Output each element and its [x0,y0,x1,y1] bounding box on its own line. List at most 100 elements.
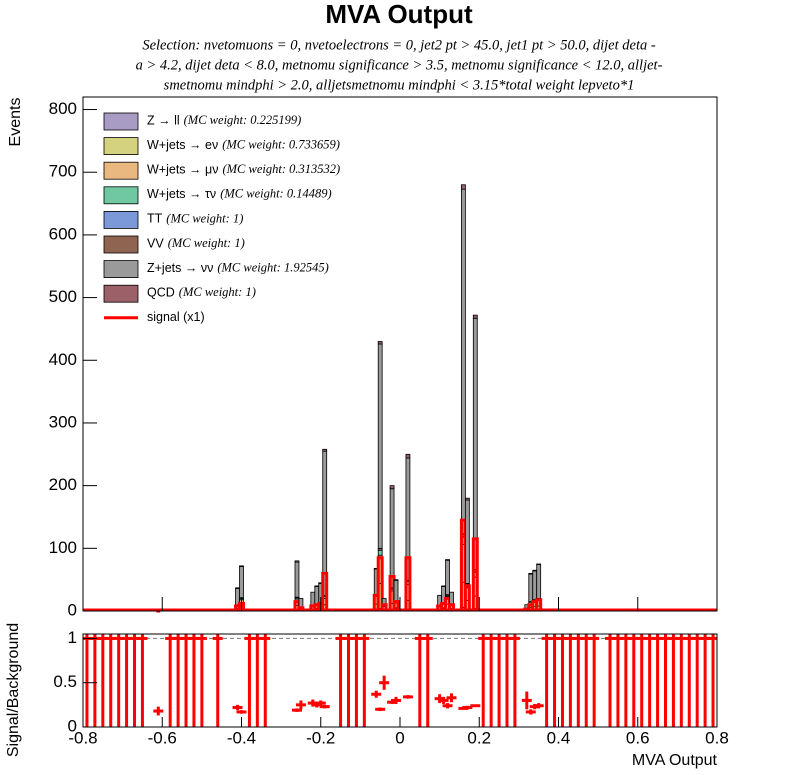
legend-swatch [103,112,139,131]
bar-segment [532,570,538,601]
x-tick-label: 0.4 [547,728,571,747]
y-tick-label: 100 [49,538,77,557]
y-tick-label: 0 [68,600,77,619]
legend-label: W+jets → eν [147,138,218,152]
bar-segment [472,317,478,571]
bar-segment [461,188,466,535]
subtitle: smetnomu mindphi > 2.0, alljetsmetnomu m… [164,77,635,93]
subtitle: Selection: nvetomuons = 0, nvetoelectron… [142,37,656,53]
bar-segment [322,448,328,452]
legend-label: W+jets → τν [147,187,216,201]
frame [82,96,718,612]
legend-label: VV [147,236,164,250]
bar-segment [393,579,399,581]
x-tick-label: -0.6 [148,728,177,747]
signal-bin [471,537,479,611]
frame [82,633,718,728]
legend-label: W+jets → μν [147,162,218,176]
signal-bin [321,571,329,611]
signal-bin [535,598,543,611]
y-tick-label: 0.5 [53,672,77,691]
bar-segment [294,561,300,598]
y-tick-label: 600 [49,224,77,243]
signal-bin [380,603,388,611]
x-tick-label: -0.2 [306,728,335,747]
signal-bin [463,584,471,611]
bar-segment [461,184,466,190]
axes: 0 100 200 300 400 500 600 700 800 0 0.5 1 -0.8 -0.6 -0… [49,99,729,747]
bar-segment [464,497,470,501]
legend-swatch [103,137,139,156]
ratio-plot [83,634,717,727]
y-tick-label: 800 [49,99,77,118]
bar-segment [389,485,395,490]
legend-note: (MC weight: 1) [179,285,256,299]
x-tick-label: 0.8 [705,728,729,747]
x-tick-label: -0.4 [227,728,256,747]
x-tick-label: 0.2 [467,728,491,747]
bar-segment [294,560,300,563]
legend-swatch [103,235,139,254]
bar-segment [445,559,450,561]
bar-segment [532,569,538,572]
signal-bin [376,556,384,611]
legend-swatch [103,284,139,303]
bar-segment [464,499,470,584]
legend-label: Z → ll [147,113,180,127]
bar-segment [235,587,240,589]
legend-note: (MC weight: 0.14489) [220,187,331,201]
legend-label: TT [147,212,163,226]
x-tick-label: 0.6 [626,728,650,747]
chart-title: MVA Output [325,0,473,29]
bar-segment [449,591,454,606]
bar-segment [239,566,244,599]
signal-bin [404,556,412,611]
legend-note: (MC weight: 1) [166,211,243,225]
y-axis-label: Signal/Background [5,623,22,757]
signal-bin [392,600,400,611]
legend-swatch [103,186,139,205]
signal-bin [448,603,455,611]
y-axis-label: Events [7,98,24,147]
legend-note: (MC weight: 0.733659) [222,137,340,151]
legend-note: (MC weight: 1) [168,236,245,250]
x-tick-label: -0.8 [68,728,97,747]
legend-note: (MC weight: 0.313532) [222,162,340,176]
bar-segment [472,314,478,319]
legend-label: Z+jets → νν [147,261,213,275]
bar-segment [536,564,542,599]
legend-note: (MC weight: 0.225199) [184,113,302,127]
legend: Z → ll (MC weight: 0.225199) W+jets → eν (M… [103,112,340,324]
bar-segment [445,559,450,596]
bar-segment [314,585,320,587]
bar-segment [389,488,395,589]
y-tick-label: 500 [49,287,77,306]
bar-segment [239,565,244,567]
bar-segment [377,549,383,556]
y-tick-label: 200 [49,475,77,494]
bar-segment [377,341,383,345]
bar-segment [441,585,446,587]
legend-label: QCD [147,285,175,299]
bar-segment [393,579,399,602]
y-tick-label: 1 [68,628,77,647]
bar-segment [377,343,383,549]
legend-label: signal (x1) [147,310,205,324]
bar-segment [536,563,542,566]
legend-swatch [103,210,139,229]
subtitle: a > 4.2, dijet deta < 8.0, metnomu signi… [136,57,663,73]
y-tick-label: 700 [49,162,77,181]
x-tick-label: 0 [395,728,404,747]
bar-segment [528,572,534,575]
bar-segment [528,573,534,602]
y-tick-label: 300 [49,412,77,431]
x-axis-label: MVA Output [632,752,718,769]
legend-swatch [103,260,139,279]
legend-swatch [103,161,139,180]
y-tick-label: 0 [68,716,77,735]
y-tick-label: 400 [49,350,77,369]
legend-note: (MC weight: 1.92545) [217,260,328,274]
bar-segment [405,453,411,459]
